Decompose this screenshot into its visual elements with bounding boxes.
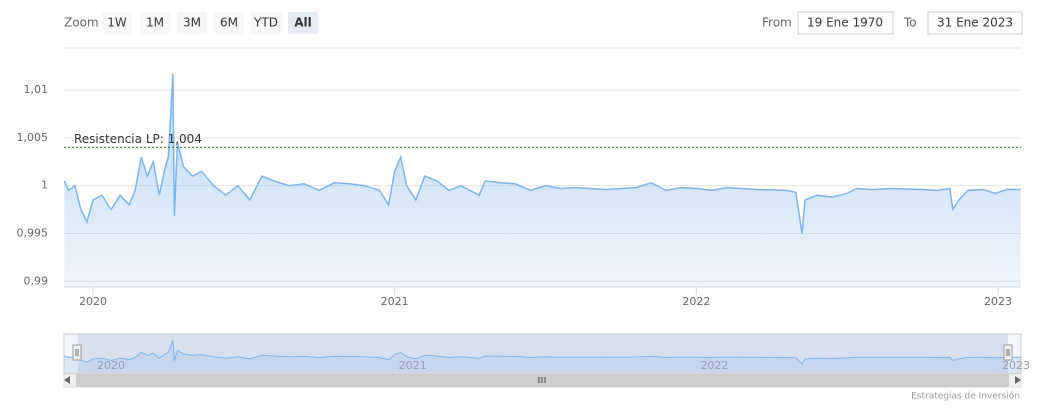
navigator-tick-label: 2023 <box>1002 359 1030 372</box>
scrollbar-grip <box>538 377 546 383</box>
zoom-button[interactable] <box>288 12 318 34</box>
navigator-area <box>64 339 1021 372</box>
from-label: From <box>762 16 792 30</box>
y-tick-label: 1,005 <box>17 131 49 144</box>
x-tick-label: 2020 <box>79 295 107 308</box>
zoom-button-label[interactable]: 1W <box>107 16 127 30</box>
navigator-line <box>64 339 1021 365</box>
plot-line-label: Resistencia LP: 1,004 <box>74 132 202 146</box>
to-label: To <box>903 16 917 30</box>
series-line <box>63 73 1021 234</box>
zoom-label: Zoom <box>64 16 99 30</box>
navigator-handle[interactable] <box>72 344 82 361</box>
credits: Estrategias de Inversión <box>911 391 1020 402</box>
x-tick-label: 2021 <box>381 295 409 308</box>
x-tick-label: 2023 <box>984 295 1012 308</box>
to-input[interactable] <box>927 11 1023 35</box>
to-value[interactable]: 31 Ene 2023 <box>937 16 1013 30</box>
navigator-tick-label: 2020 <box>97 359 125 372</box>
y-tick-label: 0,99 <box>24 274 49 287</box>
navigator-tick-label: 2021 <box>399 359 427 372</box>
zoom-button[interactable] <box>250 12 282 34</box>
y-tick-label: 0,995 <box>17 226 49 239</box>
from-value[interactable]: 19 Ene 1970 <box>807 16 883 30</box>
zoom-button-label[interactable]: All <box>294 16 312 30</box>
y-tick-label: 1 <box>41 179 48 192</box>
zoom-button-label[interactable]: YTD <box>253 16 278 30</box>
zoom-button[interactable] <box>177 12 207 34</box>
scroll-right-arrow[interactable] <box>1015 376 1021 384</box>
scroll-left-arrow[interactable] <box>64 376 70 384</box>
navigator-tick-label: 2022 <box>700 359 728 372</box>
navigator-mask <box>78 334 1008 373</box>
y-tick-label: 1,01 <box>24 83 49 96</box>
zoom-button-label[interactable]: 1M <box>146 16 164 30</box>
navigator-handle-grip <box>75 349 79 356</box>
navigator-handle-grip <box>1006 349 1010 356</box>
navigator-handle[interactable] <box>1003 344 1013 361</box>
zoom-button[interactable] <box>214 12 244 34</box>
zoom-button-label[interactable]: 6M <box>220 16 238 30</box>
series-area <box>64 73 1021 287</box>
zoom-button-label[interactable]: 3M <box>183 16 201 30</box>
zoom-button[interactable] <box>140 12 170 34</box>
zoom-button[interactable] <box>102 12 132 34</box>
x-tick-label: 2022 <box>682 295 710 308</box>
from-input[interactable] <box>797 11 894 35</box>
